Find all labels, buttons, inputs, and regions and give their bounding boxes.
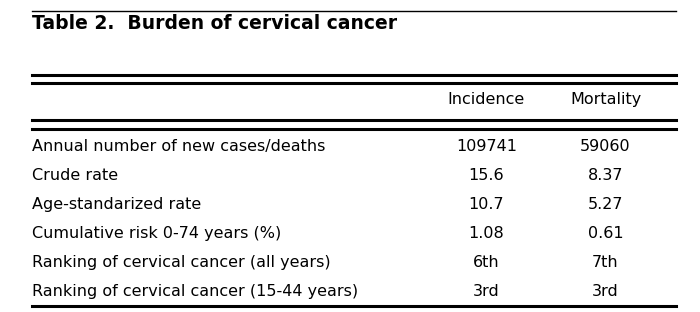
Text: Mortality: Mortality (570, 92, 641, 107)
Text: 3rd: 3rd (592, 284, 619, 299)
Text: Ranking of cervical cancer (15-44 years): Ranking of cervical cancer (15-44 years) (32, 284, 358, 299)
Text: 5.27: 5.27 (588, 197, 623, 212)
Text: 7th: 7th (592, 255, 619, 270)
Text: Cumulative risk 0-74 years (%): Cumulative risk 0-74 years (%) (32, 226, 281, 241)
Text: 8.37: 8.37 (588, 168, 623, 183)
Text: 0.61: 0.61 (588, 226, 623, 241)
Text: 3rd: 3rd (473, 284, 500, 299)
Text: Annual number of new cases/deaths: Annual number of new cases/deaths (32, 139, 325, 154)
Text: 1.08: 1.08 (468, 226, 505, 241)
Text: Age-standarized rate: Age-standarized rate (32, 197, 201, 212)
Text: 59060: 59060 (580, 139, 631, 154)
Text: 10.7: 10.7 (469, 197, 504, 212)
Text: Ranking of cervical cancer (all years): Ranking of cervical cancer (all years) (32, 255, 330, 270)
Text: Crude rate: Crude rate (32, 168, 118, 183)
Text: 109741: 109741 (456, 139, 517, 154)
Text: 6th: 6th (473, 255, 500, 270)
Text: 15.6: 15.6 (469, 168, 504, 183)
Text: Incidence: Incidence (448, 92, 525, 107)
Text: Table 2.  Burden of cervical cancer: Table 2. Burden of cervical cancer (32, 14, 397, 33)
